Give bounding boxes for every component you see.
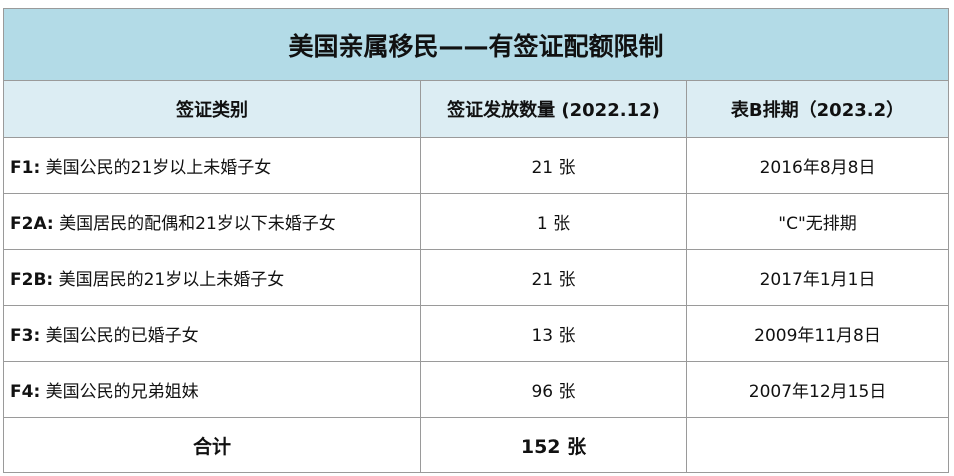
body-row: F2A: 美国居民的配偶和21岁以下未婚子女 1 张 "C"无排期 — [3, 193, 950, 250]
visa-description: 美国公民的已婚子女 — [45, 326, 199, 346]
visa-description: 美国居民的配偶和21岁以下未婚子女 — [59, 214, 336, 234]
body-row: F1: 美国公民的21岁以上未婚子女 21 张 2016年8月8日 — [3, 137, 950, 194]
date-cell: 2007年12月15日 — [685, 361, 950, 418]
date-cell: 2017年1月1日 — [685, 249, 950, 306]
total-label: 合计 — [3, 417, 421, 473]
visa-table: 美国亲属移民——有签证配额限制 签证类别 签证发放数量 (2022.12) 表B… — [2, 8, 950, 473]
visa-code: F1: — [10, 158, 41, 178]
body-row: F2B: 美国居民的21岁以上未婚子女 21 张 2017年1月1日 — [3, 249, 950, 306]
visa-code: F3: — [10, 326, 41, 346]
table-body: 美国亲属移民——有签证配额限制 签证类别 签证发放数量 (2022.12) 表B… — [2, 8, 950, 473]
body-row: F4: 美国公民的兄弟姐妹 96 张 2007年12月15日 — [3, 361, 950, 418]
visa-code: F2B: — [10, 270, 54, 290]
count-cell: 13 张 — [420, 305, 687, 362]
count-cell: 21 张 — [420, 137, 687, 194]
body-row: F3: 美国公民的已婚子女 13 张 2009年11月8日 — [3, 305, 950, 362]
category-cell: F2B: 美国居民的21岁以上未婚子女 — [3, 249, 421, 306]
header-cell: 表B排期（2023.2） — [685, 80, 950, 138]
visa-description: 美国居民的21岁以上未婚子女 — [58, 270, 285, 290]
date-cell: "C"无排期 — [685, 193, 950, 250]
header-cell: 签证类别 — [3, 80, 421, 138]
visa-code: F2A: — [10, 214, 54, 234]
date-cell: 2016年8月8日 — [685, 137, 950, 194]
category-cell: F2A: 美国居民的配偶和21岁以下未婚子女 — [3, 193, 421, 250]
header-cell: 签证发放数量 (2022.12) — [420, 80, 687, 138]
visa-code: F4: — [10, 382, 41, 402]
total-row: 合计 152 张 — [3, 417, 950, 473]
total-count: 152 张 — [420, 417, 687, 473]
count-cell: 21 张 — [420, 249, 687, 306]
category-cell: F4: 美国公民的兄弟姐妹 — [3, 361, 421, 418]
table-title: 美国亲属移民——有签证配额限制 — [2, 8, 950, 81]
empty-cell — [685, 417, 950, 473]
count-cell: 1 张 — [420, 193, 687, 250]
count-cell: 96 张 — [420, 361, 687, 418]
visa-description: 美国公民的兄弟姐妹 — [45, 382, 199, 402]
visa-description: 美国公民的21岁以上未婚子女 — [45, 158, 272, 178]
title-row: 美国亲属移民——有签证配额限制 — [2, 8, 950, 81]
category-cell: F1: 美国公民的21岁以上未婚子女 — [3, 137, 421, 194]
category-cell: F3: 美国公民的已婚子女 — [3, 305, 421, 362]
header-row: 签证类别 签证发放数量 (2022.12) 表B排期（2023.2） — [3, 80, 950, 138]
date-cell: 2009年11月8日 — [685, 305, 950, 362]
